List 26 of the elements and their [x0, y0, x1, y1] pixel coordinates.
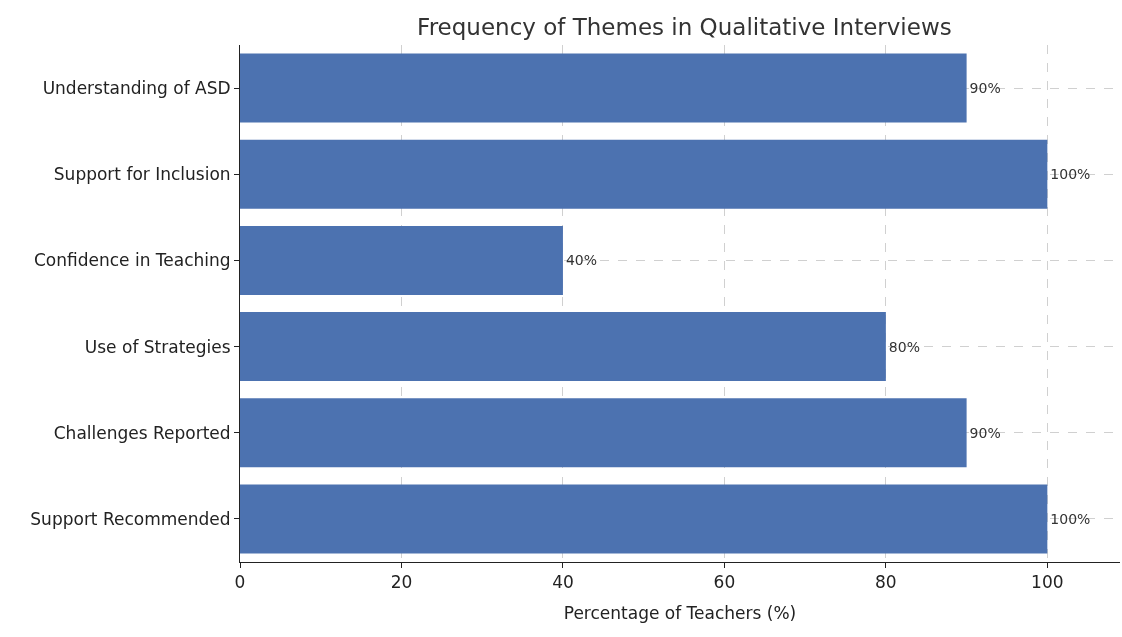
data-label: 90% [969, 424, 1001, 441]
data-label: 100% [1050, 510, 1091, 527]
x-axis-title: Percentage of Teachers (%) [563, 602, 797, 623]
bar [240, 484, 1048, 554]
x-tick-label: 60 [713, 572, 736, 593]
x-tick-label: 0 [234, 572, 246, 593]
y-tick-label: Challenges Reported [53, 422, 231, 443]
y-tick-label: Support Recommended [30, 508, 231, 529]
y-tick-label: Understanding of ASD [42, 78, 231, 99]
y-tick-label: Support for Inclusion [53, 164, 231, 185]
bar [240, 139, 1048, 209]
data-label: 40% [565, 252, 598, 269]
x-tick-label: 80 [875, 572, 897, 593]
x-tick-label: 100 [1031, 572, 1064, 593]
y-tick-label: Confidence in Teaching [33, 250, 231, 271]
bar [240, 398, 967, 468]
x-tick-label: 20 [390, 572, 413, 593]
data-label: 80% [888, 338, 920, 355]
bar [240, 225, 563, 295]
y-tick-label: Use of Strategies [84, 336, 231, 357]
chart-title: Frequency of Themes in Qualitative Interviews [417, 14, 952, 41]
data-label: 90% [969, 80, 1001, 97]
bar [240, 53, 967, 123]
x-tick-label: 40 [552, 572, 574, 593]
bar [240, 312, 886, 382]
data-label: 100% [1050, 166, 1091, 183]
